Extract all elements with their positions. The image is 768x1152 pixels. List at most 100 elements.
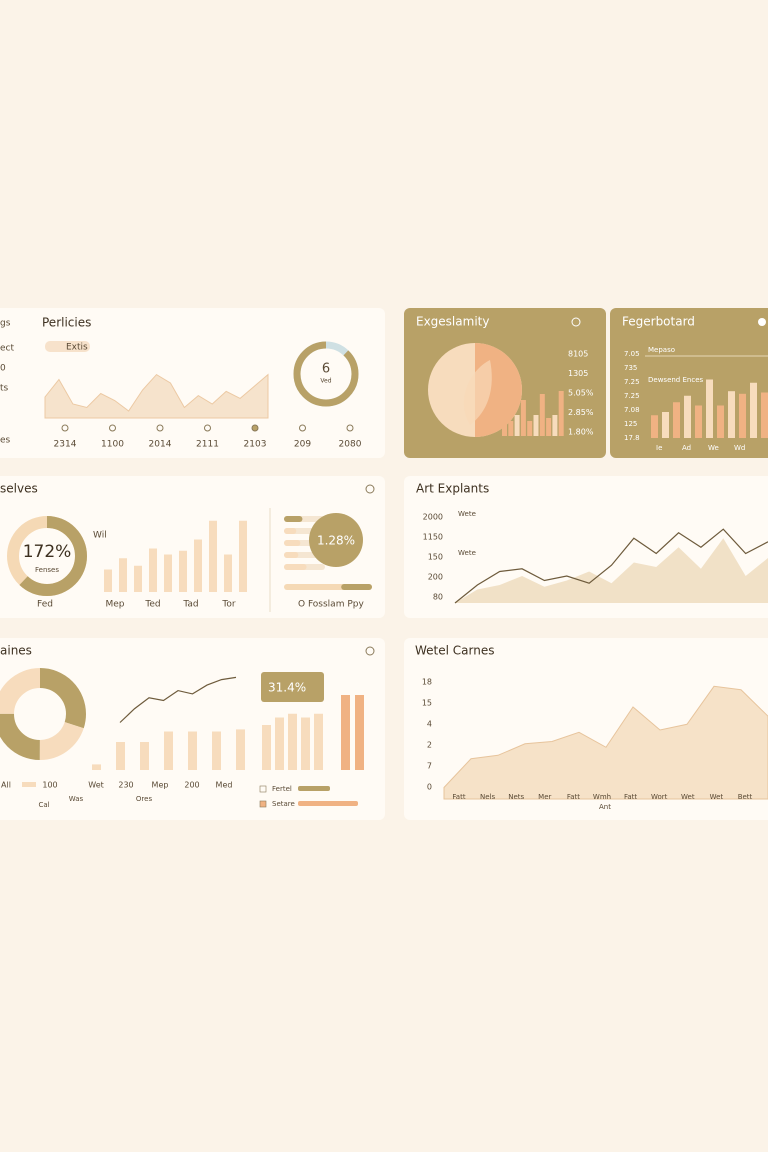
icon[interactable]: [365, 646, 375, 656]
bar: [662, 412, 669, 438]
bar: [134, 565, 142, 592]
bar: [355, 695, 364, 770]
icon: [109, 424, 116, 432]
label: Bett: [738, 793, 753, 801]
bar: [695, 405, 702, 438]
label: Was: [69, 795, 84, 803]
label: 18: [422, 678, 432, 687]
label: 31.4%: [268, 681, 306, 695]
bar: [539, 394, 545, 436]
swatch: [259, 785, 267, 793]
label: 7.08: [624, 406, 640, 414]
donut-segment: [293, 341, 359, 407]
label: 0: [427, 783, 432, 792]
label: Med: [216, 781, 233, 790]
bar: [284, 516, 303, 522]
area: [443, 685, 768, 800]
bar: [179, 550, 187, 592]
area: [455, 538, 768, 603]
bar: [552, 415, 558, 436]
label: gs: [0, 319, 11, 329]
label: 2080: [339, 440, 362, 450]
label: ts: [0, 384, 9, 394]
line: [454, 528, 768, 604]
bar: [119, 558, 127, 592]
bar: [651, 415, 658, 438]
label: Ie: [656, 444, 662, 452]
bar: [750, 382, 757, 438]
icon[interactable]: [571, 317, 581, 327]
label: Nets: [508, 793, 524, 801]
label: 172%: [23, 542, 72, 562]
bar: [92, 764, 101, 770]
label: Wort: [651, 793, 668, 801]
bar: [502, 424, 507, 436]
label: Wete: [458, 510, 476, 518]
icon: [299, 424, 306, 432]
label: Fed: [37, 600, 53, 610]
label: Fertel: [272, 785, 292, 793]
label: 5.05%: [568, 389, 594, 398]
legend-bar: [298, 786, 330, 791]
panel-title: Fegerbotard: [622, 315, 695, 329]
label: 7.05: [624, 350, 640, 358]
bar: [341, 695, 350, 770]
label: 150: [428, 553, 443, 562]
badge: [309, 513, 363, 567]
bar: [236, 729, 245, 770]
label: 2000: [423, 513, 443, 522]
label: 80: [433, 593, 443, 602]
bar: [508, 421, 514, 436]
icon[interactable]: [365, 484, 375, 494]
bar: [284, 564, 307, 570]
label: Tad: [182, 600, 198, 610]
bar: [546, 418, 552, 436]
label: Wete: [458, 549, 476, 557]
label: Cal: [38, 801, 49, 809]
bar: [520, 400, 526, 436]
label: Fatt: [452, 793, 465, 801]
label: Mep: [105, 600, 124, 610]
bar: [275, 717, 284, 770]
bar: [514, 415, 520, 436]
label: Mep: [152, 781, 169, 790]
bar: [239, 520, 247, 592]
label: Ted: [144, 600, 160, 610]
bar: [188, 731, 197, 770]
label: O Fosslam Ppy: [298, 600, 364, 610]
label: es: [0, 436, 11, 446]
label: Fatt: [567, 793, 580, 801]
label: 7: [427, 762, 432, 771]
label: 17.8: [624, 434, 640, 442]
bar: [212, 731, 221, 770]
label: 7.25: [624, 392, 640, 400]
label: 1150: [423, 533, 443, 542]
label: 230: [118, 781, 133, 790]
label: 125: [624, 420, 637, 428]
panel-title: Exgeslamity: [416, 315, 489, 329]
label: 200: [428, 573, 443, 582]
bar: [288, 713, 297, 770]
icon: [61, 424, 69, 432]
bar: [739, 393, 746, 438]
bar: [209, 520, 217, 592]
label: Fenses: [35, 566, 59, 574]
label: 4: [427, 720, 432, 729]
bar: [262, 725, 271, 770]
bar: [140, 742, 149, 770]
panel-title: Art Explants: [416, 482, 489, 496]
panel: [0, 476, 385, 618]
bar: [284, 528, 297, 534]
icon: [346, 424, 354, 432]
donut-segment: [0, 668, 86, 760]
label: ect: [0, 344, 14, 354]
panel-title: aines: [0, 644, 32, 658]
label: 7.25: [624, 378, 640, 386]
bar: [149, 548, 157, 592]
swatch: [22, 782, 36, 787]
icon[interactable]: [758, 318, 766, 326]
label: Ant: [599, 803, 611, 811]
label: All: [1, 781, 11, 790]
bar: [284, 540, 301, 546]
